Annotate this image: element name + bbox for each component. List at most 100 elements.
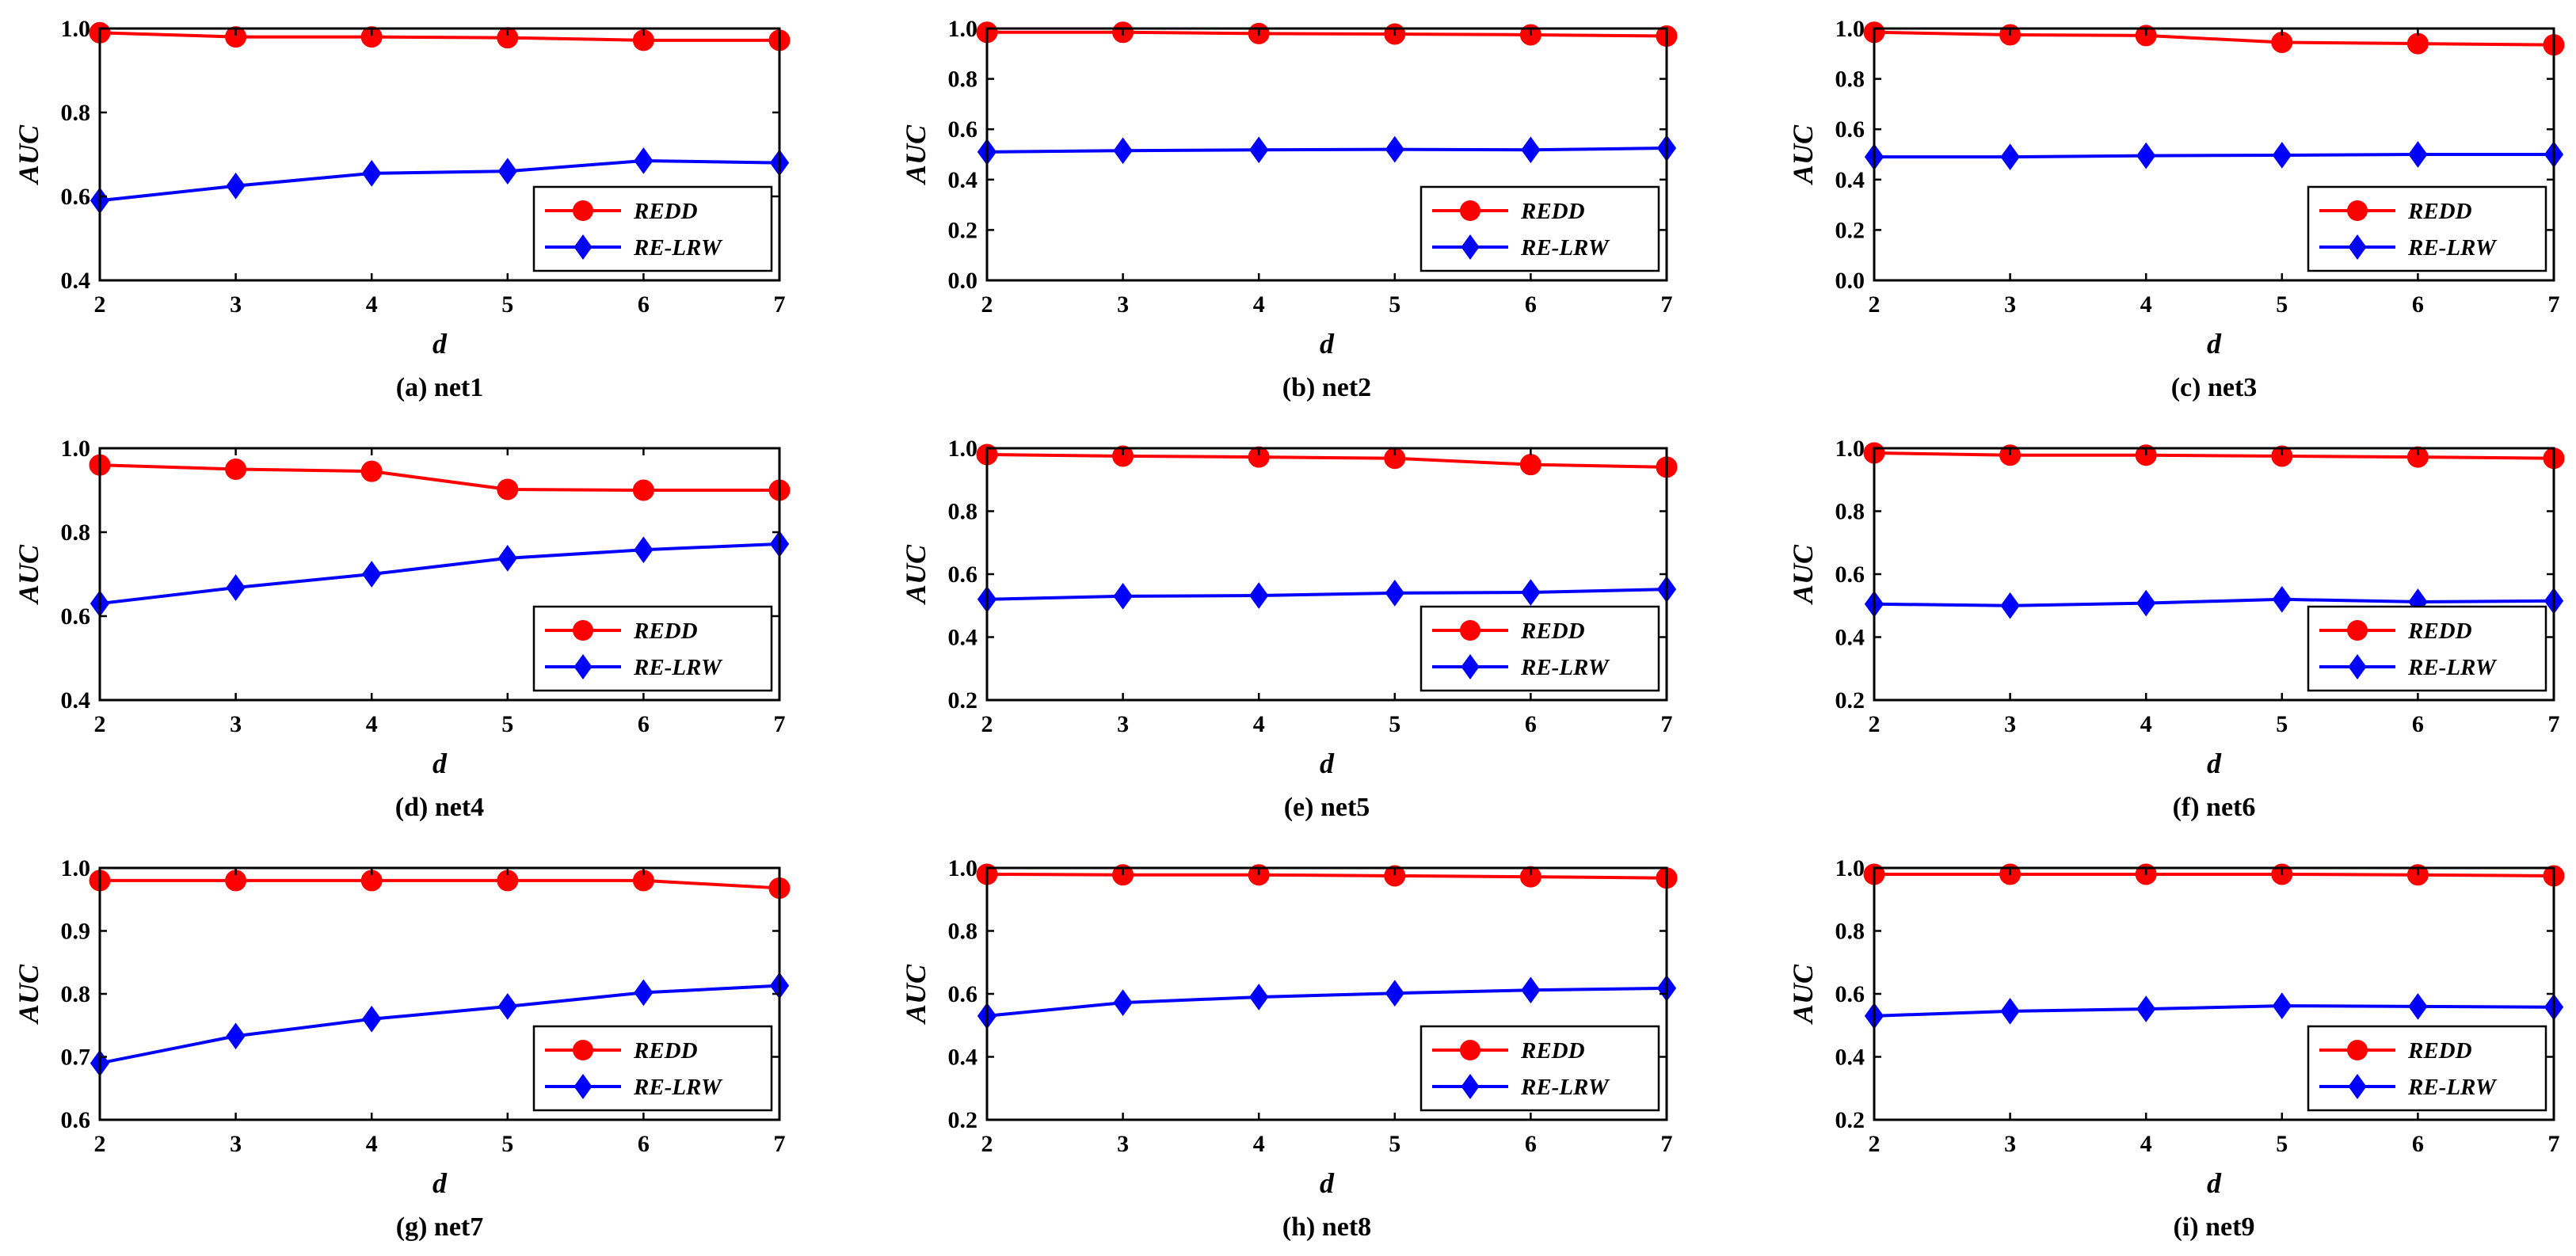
chart-panel-9: 2 3 4 5 6 7 0.2 0.4 0.6 0.8 1.0 d AUC (i) net9 REDD RE-…: [1787, 855, 2565, 1242]
legend-marker-diamond: [1461, 1074, 1480, 1099]
series-line-redd: [986, 452, 1667, 469]
data-point-re-lrw: [226, 574, 246, 601]
y-axis-label: AUC: [13, 124, 44, 185]
y-tick-label: 0.6: [1835, 116, 1865, 143]
x-tick-label: 3: [230, 711, 242, 737]
legend-label: RE-LRW: [633, 655, 723, 680]
legend: REDD RE-LRW: [532, 1025, 773, 1112]
x-tick-label: 5: [501, 291, 513, 318]
x-tick-label: 7: [2548, 291, 2560, 318]
legend-marker-diamond: [574, 234, 593, 260]
legend: REDD RE-LRW: [2307, 605, 2547, 692]
plot-frame: [98, 447, 781, 702]
chart-panel-2: 2 3 4 5 6 7 0.0 0.2 0.4 0.6 0.8 1.0 d AUC (b) net2 REDD…: [900, 16, 1678, 402]
x-tick-label: 6: [638, 711, 650, 737]
y-tick-label: 0.8: [61, 520, 91, 546]
x-tick-label: 3: [230, 291, 242, 318]
legend-marker-circle: [573, 1040, 593, 1060]
y-tick-label: 0.2: [948, 1107, 978, 1133]
y-tick-label: 0.4: [948, 625, 978, 651]
y-axis-label: AUC: [13, 964, 44, 1025]
y-tick-label: 1.0: [948, 16, 978, 42]
panel-caption: (e) net5: [1284, 793, 1370, 822]
x-axis-label: d: [1320, 748, 1335, 779]
y-tick-label: 0.8: [1835, 919, 1865, 945]
legend-box: [532, 605, 773, 692]
x-axis-label: d: [2207, 1167, 2222, 1199]
y-tick-label: 0.7: [61, 1045, 91, 1071]
x-tick-label: 6: [638, 1131, 650, 1157]
legend-marker-circle: [2347, 1040, 2368, 1060]
x-tick-label: 4: [2140, 1131, 2152, 1157]
x-tick-label: 4: [366, 1131, 378, 1157]
x-tick-label: 5: [2276, 711, 2288, 737]
y-axis-label: AUC: [900, 124, 932, 185]
y-tick-label: 0.9: [61, 919, 91, 945]
data-point-redd: [1384, 865, 1406, 887]
y-tick-label: 0.2: [948, 687, 978, 714]
series-line-re-lrw: [1873, 597, 2555, 607]
x-tick-label: 6: [1525, 291, 1537, 318]
data-point-re-lrw: [362, 1005, 382, 1033]
data-point-re-lrw: [1521, 976, 1541, 1004]
y-tick-label: 1.0: [948, 436, 978, 462]
series-line-re-lrw: [1873, 1004, 2555, 1018]
x-tick-label: 7: [2548, 1131, 2560, 1157]
panel-caption: (c) net3: [2171, 373, 2258, 402]
x-axis-label: d: [1320, 328, 1335, 360]
x-axis-label: d: [2207, 748, 2222, 779]
panel-caption: (d) net4: [395, 793, 484, 822]
series-line-redd: [99, 31, 779, 42]
data-point-re-lrw: [1249, 984, 1269, 1011]
x-tick-label: 4: [2140, 711, 2152, 737]
series-line-re-lrw: [99, 158, 780, 203]
legend-box: [1419, 185, 1660, 272]
x-tick-label: 3: [2004, 1131, 2016, 1157]
x-tick-label: 6: [2412, 1131, 2424, 1157]
legend-label: RE-LRW: [1520, 235, 1610, 261]
data-point-re-lrw: [1385, 135, 1404, 163]
data-point-re-lrw: [634, 536, 654, 564]
plot-frame: [1873, 27, 2555, 282]
data-point-re-lrw: [1249, 136, 1269, 164]
x-tick-label: 6: [1525, 1131, 1537, 1157]
y-axis-label: AUC: [1787, 964, 1819, 1025]
y-tick-label: 0.4: [1835, 167, 1865, 193]
x-tick-label: 4: [1253, 291, 1265, 318]
x-tick-label: 3: [2004, 711, 2016, 737]
x-axis-label: d: [2207, 328, 2222, 360]
y-tick-label: 0.0: [948, 268, 978, 294]
panel-caption: (i) net9: [2174, 1212, 2255, 1242]
legend-marker-circle: [1460, 1040, 1480, 1060]
legend-label: REDD: [633, 199, 698, 224]
legend-box: [1419, 1025, 1660, 1112]
x-tick-label: 2: [981, 1131, 993, 1157]
series-line-re-lrw: [99, 542, 780, 606]
legend-label: RE-LRW: [1520, 1075, 1610, 1100]
chart-panel-4: 2 3 4 5 6 7 0.4 0.6 0.8 1.0 d AUC (d) net4 REDD RE-LRW: [13, 436, 791, 822]
x-tick-label: 4: [2140, 291, 2152, 318]
y-axis-label: AUC: [1787, 124, 1819, 185]
data-point-redd: [1519, 866, 1541, 888]
chart-panel-7: 2 3 4 5 6 7 0.6 0.7 0.8 0.9 1.0 d AUC (g) net7 REDD RE-…: [13, 855, 791, 1242]
data-point-re-lrw: [1249, 582, 1269, 609]
panel-caption: (b) net2: [1282, 373, 1371, 402]
chart-panel-3: 2 3 4 5 6 7 0.0 0.2 0.4 0.6 0.8 1.0 d AUC (c) net3 REDD…: [1787, 16, 2565, 402]
legend-box: [532, 1025, 773, 1112]
x-tick-label: 5: [1389, 1131, 1400, 1157]
x-tick-label: 2: [981, 711, 993, 737]
data-point-re-lrw: [2136, 142, 2156, 169]
series-line-redd: [1873, 30, 2555, 47]
chart-panel-8: 2 3 4 5 6 7 0.2 0.4 0.6 0.8 1.0 d AUC (h) net8 REDD RE-…: [900, 855, 1678, 1242]
legend-label: REDD: [1520, 1038, 1585, 1064]
data-point-redd: [1248, 446, 1270, 468]
data-point-re-lrw: [362, 561, 382, 588]
chart-panel-5: 2 3 4 5 6 7 0.2 0.4 0.6 0.8 1.0 d AUC (e) net5 REDD RE-…: [900, 436, 1678, 822]
legend-marker-diamond: [2348, 654, 2367, 679]
x-axis-label: d: [433, 1167, 448, 1199]
data-point-re-lrw: [226, 1022, 246, 1050]
data-point-redd: [360, 26, 383, 48]
y-tick-label: 1.0: [1835, 16, 1865, 42]
series-line-redd: [99, 463, 779, 492]
